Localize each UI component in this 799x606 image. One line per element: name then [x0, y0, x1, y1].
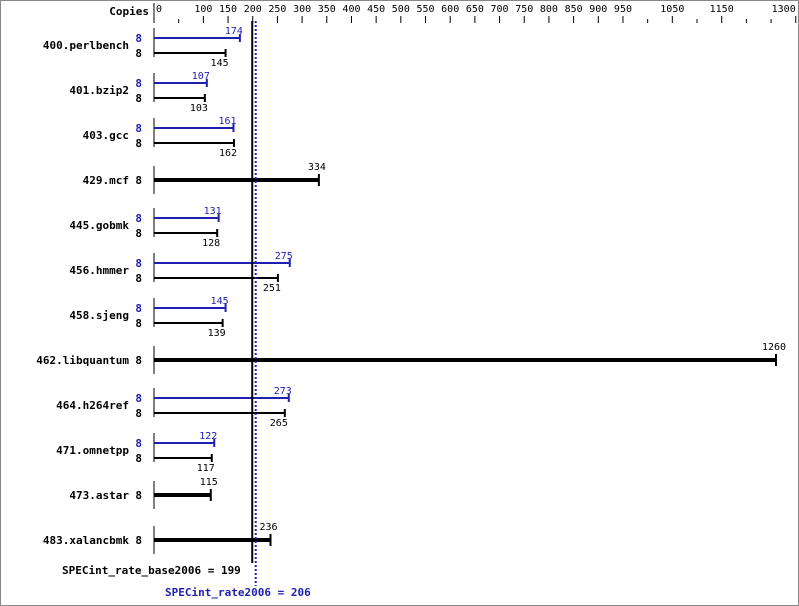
base-value-label: 334 [308, 162, 326, 173]
peak-value-label: 131 [204, 206, 222, 217]
peak-value-label: 161 [218, 116, 236, 127]
peak-value-label: 122 [199, 431, 217, 442]
base-copies: 8 [135, 137, 142, 150]
benchmark-name: 473.astar [69, 489, 129, 502]
benchmark-name: 471.omnetpp [56, 444, 129, 457]
tick-label: 950 [614, 4, 632, 15]
base-copies: 8 [135, 47, 142, 60]
tick-label: 650 [466, 4, 484, 15]
tick-label: 200 [244, 4, 262, 15]
base-copies: 8 [135, 354, 142, 367]
benchmark-name: 445.gobmk [69, 219, 129, 232]
tick-label: 900 [589, 4, 607, 15]
benchmark-name: 456.hmmer [69, 264, 129, 277]
tick-label: 550 [416, 4, 434, 15]
peak-value-label: 145 [211, 296, 229, 307]
base-copies: 8 [135, 174, 142, 187]
base-value-label: 145 [211, 58, 229, 69]
base-copies: 8 [135, 317, 142, 330]
tick-label: 1300 [772, 4, 796, 15]
peak-copies: 8 [135, 437, 142, 450]
base-copies: 8 [135, 227, 142, 240]
tick-label: 1050 [660, 4, 684, 15]
tick-label: 250 [268, 4, 286, 15]
peak-copies: 8 [135, 212, 142, 225]
base-value-label: 128 [202, 238, 220, 249]
peak-copies: 8 [135, 122, 142, 135]
peak-value-label: 174 [225, 26, 243, 37]
base-value-label: 1260 [762, 342, 786, 353]
benchmark-name: 464.h264ref [56, 399, 129, 412]
base-value-label: 251 [263, 283, 281, 294]
peak-summary-label: SPECint_rate2006 = 206 [165, 586, 311, 599]
base-copies: 8 [135, 452, 142, 465]
base-copies: 8 [135, 92, 142, 105]
base-value-label: 139 [208, 328, 226, 339]
tick-label: 750 [515, 4, 533, 15]
base-value-label: 236 [259, 522, 277, 533]
base-copies: 8 [135, 534, 142, 547]
peak-copies: 8 [135, 392, 142, 405]
peak-copies: 8 [135, 257, 142, 270]
tick-label: 800 [540, 4, 558, 15]
tick-label: 600 [441, 4, 459, 15]
base-copies: 8 [135, 407, 142, 420]
tick-label: 450 [367, 4, 385, 15]
peak-value-label: 107 [192, 71, 210, 82]
benchmark-name: 400.perlbench [43, 39, 129, 52]
tick-label: 300 [293, 4, 311, 15]
base-value-label: 115 [200, 477, 218, 488]
base-summary-label: SPECint_rate_base2006 = 199 [62, 564, 241, 577]
benchmark-name: 403.gcc [83, 129, 129, 142]
base-copies: 8 [135, 272, 142, 285]
base-value-label: 117 [197, 463, 215, 474]
benchmark-name: 401.bzip2 [69, 84, 129, 97]
peak-value-label: 273 [274, 386, 292, 397]
tick-label: 0 [156, 4, 162, 15]
tick-label: 1150 [710, 4, 734, 15]
benchmark-name: 483.xalancbmk [43, 534, 129, 547]
tick-label: 100 [194, 4, 212, 15]
tick-label: 500 [392, 4, 410, 15]
benchmark-name: 462.libquantum [36, 354, 129, 367]
tick-label: 350 [318, 4, 336, 15]
tick-label: 700 [491, 4, 509, 15]
base-value-label: 162 [219, 148, 237, 159]
benchmark-name: 458.sjeng [69, 309, 129, 322]
tick-label: 850 [565, 4, 583, 15]
base-copies: 8 [135, 489, 142, 502]
benchmark-name: 429.mcf [83, 174, 129, 187]
base-value-label: 103 [190, 103, 208, 114]
peak-copies: 8 [135, 77, 142, 90]
peak-copies: 8 [135, 302, 142, 315]
tick-label: 150 [219, 4, 237, 15]
tick-label: 400 [342, 4, 360, 15]
peak-copies: 8 [135, 32, 142, 45]
copies-header: Copies [109, 5, 149, 18]
base-value-label: 265 [270, 418, 288, 429]
peak-value-label: 275 [275, 251, 293, 262]
